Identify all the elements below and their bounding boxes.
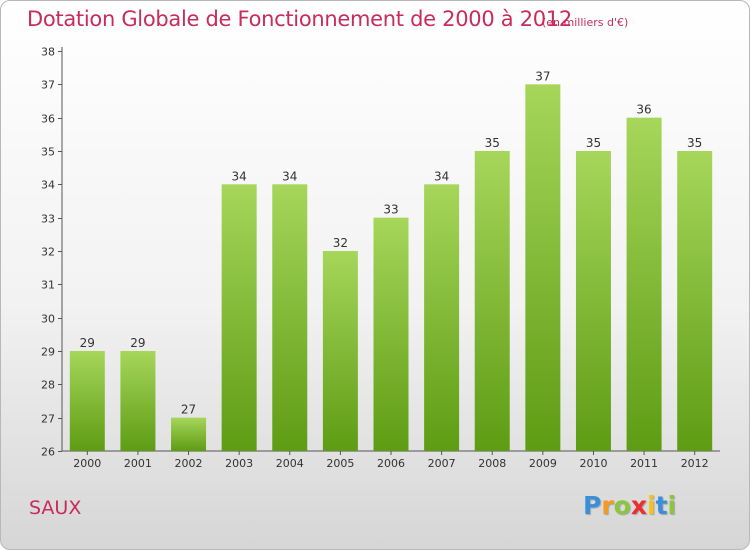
- chart-labels: 2000 29 2001 29 2002 27 2003 34 2004 34 2005 32 2006…: [73, 69, 708, 470]
- x-tick-label: 2008: [478, 457, 506, 470]
- data-label: 34: [434, 169, 449, 183]
- proxiti-logo[interactable]: Proxiti: [583, 491, 676, 520]
- data-label: 35: [485, 136, 500, 150]
- x-tick-label: 2003: [225, 457, 253, 470]
- y-tick-label: 31: [41, 279, 55, 292]
- data-label: 36: [636, 103, 651, 117]
- logo-letter: x: [630, 491, 647, 520]
- data-label: 29: [80, 336, 95, 350]
- x-tick-label: 2011: [630, 457, 658, 470]
- chart-title: Dotation Globale de Fonctionnement de 20…: [27, 7, 572, 31]
- chart-subtitle: (en milliers d'€): [542, 16, 629, 29]
- data-label: 37: [535, 69, 550, 83]
- data-label: 35: [687, 136, 702, 150]
- data-label: 32: [333, 236, 348, 250]
- bar: [221, 184, 257, 452]
- bar: [626, 117, 662, 452]
- y-tick-label: 26: [41, 446, 55, 459]
- bar: [322, 251, 358, 451]
- y-tick-label: 35: [41, 146, 55, 159]
- x-tick-label: 2006: [377, 457, 405, 470]
- y-tick-label: 28: [41, 379, 55, 392]
- x-tick-label: 2004: [276, 457, 304, 470]
- bar: [424, 184, 460, 452]
- x-tick-label: 2005: [326, 457, 354, 470]
- bar: [677, 151, 713, 451]
- logo-letter: t: [655, 491, 668, 520]
- data-label: 34: [232, 169, 247, 183]
- bar: [272, 184, 308, 452]
- city-name: SAUX: [29, 497, 82, 519]
- y-tick-label: 27: [41, 413, 55, 426]
- y-tick-label: 38: [41, 46, 55, 59]
- logo-letter: r: [601, 491, 614, 520]
- y-tick-label: 29: [41, 346, 55, 359]
- bar: [69, 351, 105, 451]
- x-tick-label: 2002: [175, 457, 203, 470]
- bar: [474, 151, 510, 451]
- y-tick-label: 37: [41, 79, 55, 92]
- logo-letter: i: [667, 491, 677, 520]
- y-tick-label: 30: [41, 313, 55, 326]
- data-label: 33: [383, 203, 398, 217]
- chart-axes: 26 27 28 29 30 31 32 33 34 35 36 37 38: [41, 46, 720, 459]
- y-tick-label: 36: [41, 113, 55, 126]
- y-tick-label: 33: [41, 213, 55, 226]
- data-label: 34: [282, 169, 297, 183]
- data-label: 27: [181, 403, 196, 417]
- y-tick-label: 32: [41, 246, 55, 259]
- y-tick-label: 34: [41, 179, 55, 192]
- bar: [525, 84, 561, 451]
- logo-letter: i: [647, 491, 656, 520]
- x-tick-label: 2001: [124, 457, 152, 470]
- logo-letter: o: [613, 491, 631, 520]
- chart-bars: [69, 84, 713, 452]
- x-tick-label: 2000: [73, 457, 101, 470]
- data-label: 29: [130, 336, 145, 350]
- bar: [575, 151, 611, 451]
- bar: [171, 417, 207, 451]
- logo-letter: P: [583, 491, 602, 520]
- x-tick-label: 2007: [428, 457, 456, 470]
- bar: [120, 351, 156, 451]
- data-label: 35: [586, 136, 601, 150]
- x-tick-label: 2009: [529, 457, 557, 470]
- x-tick-label: 2012: [681, 457, 709, 470]
- x-tick-label: 2010: [579, 457, 607, 470]
- bar: [373, 217, 409, 451]
